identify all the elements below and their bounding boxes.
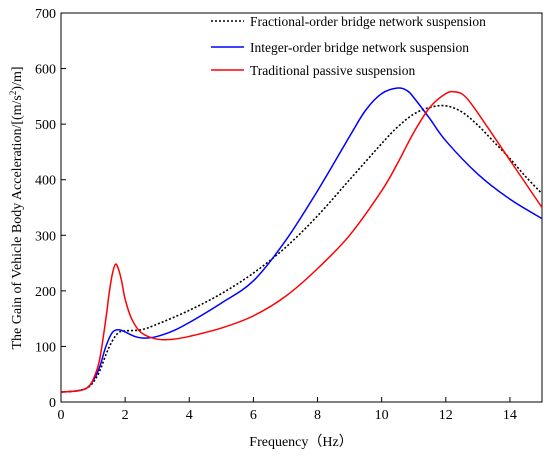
series-line-fractional-order — [60, 104, 543, 393]
y-tick-label: 400 — [35, 174, 56, 189]
series-layer — [60, 87, 543, 393]
x-tick-label: 0 — [58, 408, 65, 423]
legend-label-fractional-order: Fractional-order bridge network suspensi… — [250, 14, 486, 29]
x-tick-label: 10 — [375, 408, 389, 423]
y-tick-label: 200 — [35, 285, 56, 300]
series-line-integer-order — [60, 87, 543, 393]
x-axis-title: Frequency（Hz） — [249, 434, 352, 450]
x-tick-label: 6 — [250, 408, 257, 423]
x-tick-label: 14 — [503, 408, 517, 423]
y-axis-title-main: The Gain of Vehicle Body Acceleration/[(… — [10, 95, 25, 349]
x-tick-label: 2 — [122, 408, 129, 423]
series-line-traditional-passive — [60, 90, 543, 393]
y-tick-label: 300 — [35, 229, 56, 244]
x-tick-label: 4 — [186, 408, 193, 423]
x-tick-label: 8 — [314, 408, 321, 423]
legend-label-traditional-passive: Traditional passive suspension — [250, 63, 415, 78]
y-tick-label: 600 — [35, 63, 56, 78]
y-tick-label: 100 — [35, 340, 56, 355]
y-axis-title-superscript: 2 — [8, 91, 18, 96]
legend-label-integer-order: Integer-order bridge network suspension — [250, 40, 469, 55]
y-tick-label: 700 — [35, 7, 56, 22]
legend: Fractional-order bridge network suspensi… — [211, 14, 486, 78]
y-axis-title-end: )/m] — [10, 67, 25, 91]
y-tick-label: 500 — [35, 118, 56, 133]
x-tick-label: 12 — [439, 408, 453, 423]
y-tick-label: 0 — [49, 396, 56, 411]
ticks-layer: 0 2 4 6 8 10 12 14 0 100 200 300 400 500 600 700 — [35, 7, 517, 423]
y-axis-title: The Gain of Vehicle Body Acceleration/[(… — [8, 67, 25, 350]
